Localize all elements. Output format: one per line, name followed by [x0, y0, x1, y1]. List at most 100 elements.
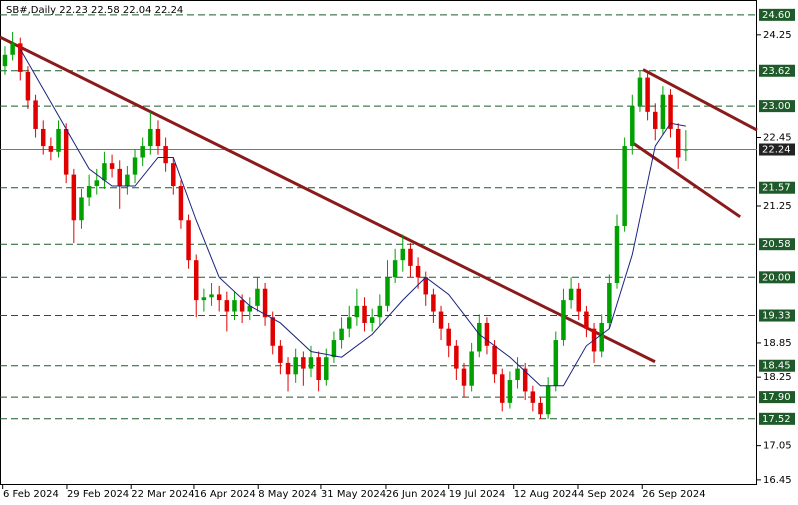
level-box: [759, 412, 795, 425]
candle-body: [193, 260, 199, 301]
candle-body: [415, 265, 421, 278]
candle-body: [10, 43, 15, 55]
level-box: [759, 100, 795, 113]
candle-body: [186, 220, 191, 261]
candle-body: [660, 94, 666, 129]
level-box: [759, 238, 795, 251]
y-tick-label: 22.45: [763, 133, 792, 144]
candle-body: [515, 368, 520, 381]
candle-body: [530, 391, 536, 403]
candle-body: [132, 157, 138, 175]
level-box: [759, 271, 795, 284]
x-tick-label: 31 May 2024: [321, 489, 386, 500]
candle-body: [109, 163, 115, 169]
candle-body: [369, 317, 375, 323]
y-tick-label: 24.25: [763, 30, 792, 41]
candle-body: [423, 277, 428, 295]
candle-body: [40, 128, 46, 147]
level-label: 17.52: [762, 414, 791, 425]
level-box: [759, 181, 795, 194]
candle-body: [209, 294, 214, 298]
candle-body: [545, 385, 551, 415]
candle-body: [553, 340, 559, 386]
candle-body: [331, 340, 337, 358]
candle-body: [446, 328, 451, 346]
candle-body: [285, 362, 291, 375]
candle-body: [438, 311, 444, 329]
candle-body: [392, 260, 398, 278]
candle-body: [33, 100, 38, 129]
candle-body: [431, 294, 436, 312]
candle-body: [48, 146, 54, 152]
candle-body: [675, 128, 681, 158]
candle-body: [599, 322, 604, 352]
level-box: [759, 391, 795, 404]
candle-body: [270, 317, 275, 346]
candle-body: [247, 305, 253, 312]
x-tick-label: 8 May 2024: [258, 489, 317, 500]
candle-body: [484, 322, 490, 346]
candle-body: [469, 351, 474, 386]
candle-body: [239, 300, 245, 312]
last-price-label: 22.24: [762, 144, 791, 155]
candle-body: [86, 186, 92, 198]
candle-body: [102, 163, 107, 181]
level-label: 24.60: [762, 10, 791, 21]
candle-body: [385, 277, 390, 306]
candle-body: [316, 357, 321, 381]
candle-body: [362, 305, 367, 323]
candle-body: [278, 345, 283, 363]
candle-body: [622, 146, 627, 226]
candle-body: [255, 288, 260, 306]
candle-body: [56, 128, 61, 152]
level-label: 23.62: [762, 66, 791, 77]
x-tick-label: 4 Sep 2024: [578, 489, 635, 500]
level-label: 19.33: [762, 311, 791, 322]
level-box: [759, 64, 795, 77]
candle-body: [507, 380, 513, 403]
level-label: 20.00: [762, 272, 791, 283]
candle-body: [79, 197, 84, 221]
x-tick-label: 12 Aug 2024: [514, 489, 578, 500]
candle-body: [461, 368, 467, 386]
candle-body: [201, 297, 207, 301]
last-price-box: [759, 143, 795, 156]
candle-body: [2, 54, 8, 67]
y-tick-label: 16.45: [763, 475, 792, 486]
level-label: 20.58: [762, 239, 791, 250]
y-tick-label: 18.85: [763, 338, 792, 349]
candle-body: [324, 357, 329, 381]
candle-body: [477, 322, 482, 352]
candle-body: [653, 111, 658, 129]
candle-body: [301, 357, 306, 369]
level-label: 21.57: [762, 183, 791, 194]
x-tick-label: 6 Feb 2024: [3, 489, 59, 500]
candle-body: [668, 94, 673, 129]
candle-body: [492, 345, 497, 375]
candle-body: [339, 328, 344, 341]
candle-body: [568, 288, 574, 301]
candle-body: [171, 163, 176, 187]
candle-body: [607, 283, 612, 323]
x-tick-label: 29 Feb 2024: [67, 489, 129, 500]
plot-frame: [0, 0, 757, 485]
candle-body: [561, 300, 566, 341]
chart-header: SB#,Daily 22.23 22.58 22.04 22.24: [6, 5, 183, 16]
candle-body: [163, 146, 168, 164]
candle-body: [155, 128, 161, 147]
candle-body: [408, 248, 413, 266]
x-tick-label: 26 Jun 2024: [386, 489, 446, 500]
level-box: [759, 309, 795, 322]
candle-body: [178, 186, 184, 221]
candle-body: [377, 305, 383, 318]
level-box: [759, 359, 795, 372]
candle-body: [522, 368, 528, 392]
candle-body: [354, 305, 360, 318]
candle-body: [683, 149, 689, 151]
candle-body: [346, 317, 352, 329]
candle-body: [117, 168, 122, 187]
candle-body: [584, 311, 589, 329]
level-label: 23.00: [762, 101, 791, 112]
candle-body: [293, 357, 298, 375]
candle-body: [25, 71, 31, 101]
